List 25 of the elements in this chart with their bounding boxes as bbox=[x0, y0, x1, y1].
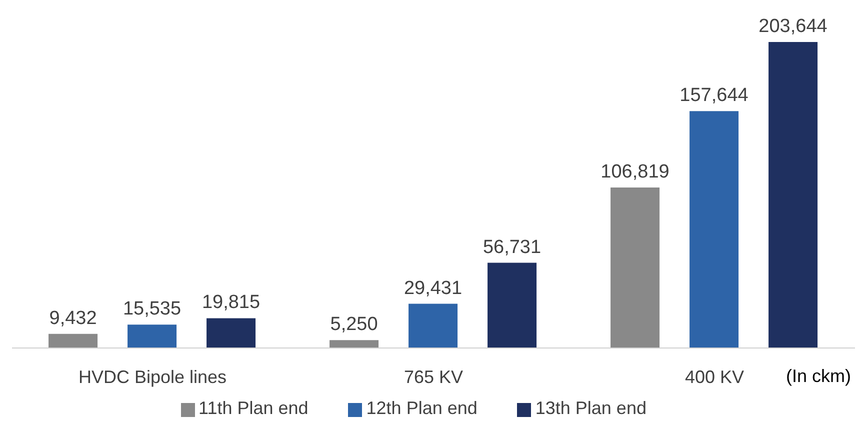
legend-label: 12th Plan end bbox=[366, 398, 478, 418]
x-tick-label: 400 KV bbox=[684, 366, 744, 387]
bar bbox=[690, 111, 739, 348]
x-tick-label: HVDC Bipole lines bbox=[78, 366, 227, 387]
legend-label: 11th Plan end bbox=[198, 398, 308, 418]
bar bbox=[330, 340, 379, 348]
data-label: 29,431 bbox=[404, 278, 462, 299]
data-label: 15,535 bbox=[122, 298, 182, 320]
data-label: 157,644 bbox=[680, 85, 749, 106]
x-tick-label: 765 KV bbox=[404, 366, 464, 387]
data-label: 56,731 bbox=[482, 236, 542, 258]
bar bbox=[768, 42, 818, 348]
legend-label: 13th Plan end bbox=[535, 398, 646, 418]
data-label: 5,250 bbox=[330, 314, 378, 336]
bar bbox=[206, 318, 256, 348]
data-label: 9,432 bbox=[49, 308, 97, 329]
bar bbox=[128, 324, 177, 348]
bar bbox=[610, 187, 660, 348]
text: (In ckm) bbox=[786, 366, 851, 387]
data-label: 19,815 bbox=[202, 292, 260, 314]
bar bbox=[48, 334, 98, 348]
data-label: 203,644 bbox=[758, 16, 828, 37]
data-label: 106,819 bbox=[600, 161, 670, 182]
bar bbox=[488, 262, 537, 348]
bar bbox=[408, 304, 458, 348]
